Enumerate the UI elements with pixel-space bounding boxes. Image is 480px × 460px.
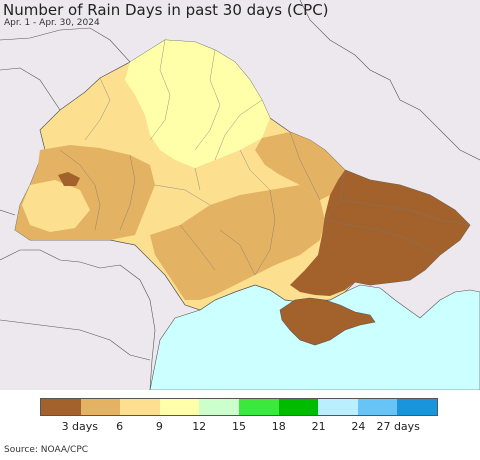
source-text: Source: NOAA/CPC — [4, 445, 89, 455]
map-title: Number of Rain Days in past 30 days (CPC… — [3, 1, 329, 19]
legend-color-bar — [40, 398, 438, 416]
legend-swatch — [397, 399, 437, 415]
legend-tick-label: 27 days — [376, 420, 420, 433]
yellow-west-pocket — [22, 180, 90, 232]
pale-yellow-region — [125, 40, 270, 168]
legend-swatch — [238, 399, 279, 415]
legend-swatch — [120, 399, 160, 415]
legend-swatch — [41, 399, 81, 415]
legend-swatch — [199, 399, 239, 415]
map-subtitle: Apr. 1 - Apr. 30, 2024 — [4, 18, 100, 28]
crimea-brown — [279, 297, 376, 346]
brown-west-patch — [58, 172, 80, 186]
legend-swatch — [80, 399, 121, 415]
oblast-borders — [59, 39, 471, 276]
legend-tick-label: 15 — [232, 420, 246, 433]
map-area — [0, 0, 480, 390]
legend: 3 days 6 9 12 15 18 21 24 27 days — [0, 390, 480, 440]
ukraine-rain-days-map — [0, 0, 480, 390]
orange-south-region — [150, 185, 325, 300]
legend-swatch — [278, 399, 319, 415]
legend-tick-label: 12 — [192, 420, 207, 433]
legend-swatch — [318, 399, 358, 415]
legend-tick-label: 18 — [271, 420, 286, 433]
legend-tick-label: 21 — [311, 420, 326, 433]
legend-tick-label: 9 — [155, 420, 163, 433]
orange-northeast-region — [255, 132, 345, 200]
legend-tick-label: 6 — [116, 420, 124, 433]
border-lines — [0, 0, 480, 390]
legend-tick-label: 3 days — [61, 420, 99, 433]
legend-swatch — [357, 399, 398, 415]
legend-swatch — [159, 399, 200, 415]
brown-east-region — [290, 170, 470, 296]
legend-tick-label: 24 — [351, 420, 366, 433]
